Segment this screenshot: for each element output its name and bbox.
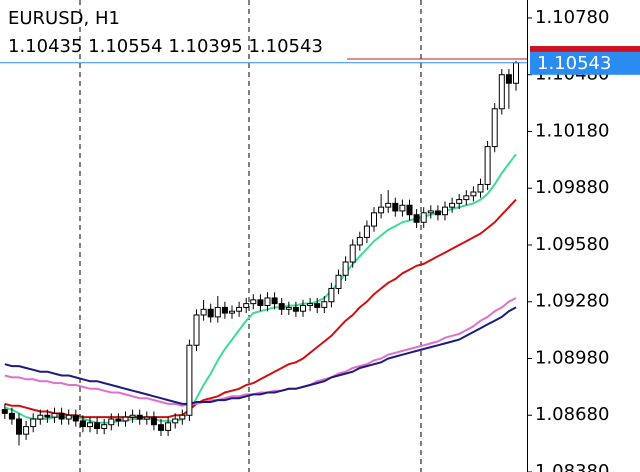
candle-body bbox=[378, 206, 385, 214]
candle-body bbox=[250, 299, 257, 305]
candle-body bbox=[186, 344, 193, 416]
candle-body bbox=[271, 297, 278, 305]
candle-body bbox=[399, 204, 406, 212]
candle-body bbox=[30, 418, 37, 428]
candle-body bbox=[8, 412, 15, 420]
candle-body bbox=[392, 202, 399, 212]
moving-average-line bbox=[4, 306, 517, 405]
candle-body bbox=[101, 424, 108, 429]
candle-body bbox=[172, 418, 179, 424]
day-separators bbox=[79, 0, 422, 472]
candle-body bbox=[484, 146, 491, 185]
candle-body bbox=[115, 418, 122, 422]
candle-body bbox=[87, 422, 93, 428]
candle-body bbox=[342, 261, 349, 276]
candle-body bbox=[136, 414, 143, 420]
candle-body bbox=[165, 422, 172, 431]
candle-body bbox=[356, 236, 363, 246]
candle-body bbox=[37, 414, 44, 420]
y-tick-label: 1.09280 bbox=[535, 291, 609, 312]
candle-body bbox=[58, 412, 65, 420]
candle-body bbox=[257, 299, 264, 307]
candle-body bbox=[1, 409, 8, 414]
candle-body bbox=[158, 424, 164, 431]
y-tick-label: 1.09580 bbox=[535, 234, 609, 255]
candle-body bbox=[349, 244, 356, 263]
y-tick-label: 1.10780 bbox=[535, 7, 609, 28]
ohlc-info: 1.10435 1.10554 1.10395 1.10543 bbox=[8, 36, 323, 57]
candle-body bbox=[236, 306, 243, 312]
candle-body bbox=[321, 301, 328, 308]
candle-body bbox=[513, 62, 519, 84]
candle-body bbox=[243, 303, 250, 308]
candle-body bbox=[328, 287, 335, 303]
candle-body bbox=[491, 108, 498, 148]
candle-body bbox=[442, 206, 448, 216]
candle-body bbox=[108, 418, 115, 426]
candle-body bbox=[200, 308, 207, 316]
candle-body bbox=[214, 306, 221, 318]
y-tick-label: 1.08380 bbox=[535, 461, 609, 472]
candle-body bbox=[300, 305, 306, 312]
y-tick-label: 1.10180 bbox=[535, 120, 609, 141]
candle-body bbox=[413, 214, 420, 223]
candle-body bbox=[363, 225, 370, 238]
candle-body bbox=[456, 199, 463, 204]
candle-body bbox=[51, 412, 58, 418]
candle-body bbox=[23, 426, 30, 435]
candle-body bbox=[278, 303, 285, 310]
moving-average-line bbox=[4, 297, 517, 407]
candle-body bbox=[143, 416, 150, 420]
bid-label: 1.10543 bbox=[537, 53, 611, 74]
y-tick-label: 1.08680 bbox=[535, 404, 609, 425]
candle-body bbox=[79, 420, 86, 428]
candle-body bbox=[335, 274, 342, 289]
chart-title: EURUSD, H1 bbox=[8, 8, 120, 29]
candle-body bbox=[179, 414, 186, 420]
candle-body bbox=[150, 416, 157, 426]
moving-average-line bbox=[4, 198, 517, 419]
candle-body bbox=[371, 212, 377, 227]
candle-body bbox=[470, 191, 477, 197]
candle-body bbox=[406, 204, 413, 216]
y-tick-label: 1.08980 bbox=[535, 347, 609, 368]
candle-body bbox=[292, 306, 299, 312]
candle-body bbox=[129, 414, 136, 418]
candle-body bbox=[420, 212, 427, 223]
y-tick-label: 1.09880 bbox=[535, 177, 609, 198]
candle-body bbox=[498, 74, 505, 110]
candle-body bbox=[207, 308, 214, 318]
candle-body bbox=[72, 414, 79, 422]
candle-body bbox=[16, 418, 22, 435]
bid-label-box bbox=[530, 51, 640, 75]
candle-body bbox=[427, 210, 434, 214]
candle-body bbox=[314, 303, 321, 308]
candle-body bbox=[477, 183, 484, 193]
candle-body bbox=[307, 303, 314, 307]
candle-body bbox=[264, 297, 271, 307]
candle-body bbox=[434, 210, 441, 216]
candle-body bbox=[385, 202, 392, 208]
candle-body bbox=[285, 306, 292, 310]
candle-body bbox=[44, 414, 51, 418]
candle-body bbox=[463, 195, 470, 201]
candle-body bbox=[449, 202, 456, 208]
candle-body bbox=[229, 310, 235, 314]
candle-body bbox=[94, 422, 101, 429]
candle-body bbox=[65, 414, 72, 420]
candle-body bbox=[122, 416, 129, 422]
candle-body bbox=[221, 306, 228, 314]
candle-body bbox=[193, 314, 200, 346]
candle-body bbox=[505, 74, 512, 84]
